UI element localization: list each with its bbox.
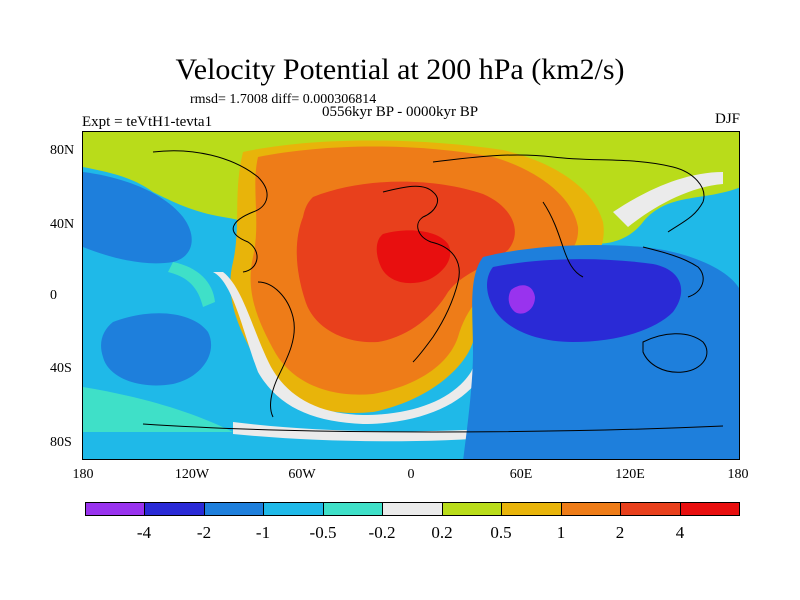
lon-label-180w: 180: [72, 467, 94, 482]
lat-label-40s: 40S: [50, 361, 72, 376]
colorbar-label: 0.5: [490, 523, 512, 542]
field-neutral-pacific: [613, 172, 723, 227]
colorbar-swatch: [502, 503, 562, 515]
field-negative-2: [487, 259, 682, 342]
field-pacific-south-neg: [101, 313, 212, 386]
field-negative-4: [508, 285, 535, 314]
coastlines: [142, 150, 724, 433]
season-label: DJF: [714, 111, 740, 127]
colorbar-label: 1: [556, 523, 566, 542]
colorbar-label: -0.5: [309, 523, 337, 542]
lon-label-120w: 120W: [174, 467, 210, 482]
field-pacific-north-neg: [83, 172, 192, 264]
colorbar-label: 4: [675, 523, 685, 542]
colorbar-swatch: [264, 503, 324, 515]
lat-label-eq: 0: [50, 288, 57, 303]
colorbar: [85, 502, 740, 516]
lon-label-60e: 60E: [509, 467, 533, 482]
lon-label-180e: 180: [727, 467, 749, 482]
map-panel: [82, 131, 740, 460]
lat-label-80n: 80N: [50, 143, 75, 158]
lat-label-80s: 80S: [50, 435, 72, 450]
colorbar-label: -0.2: [368, 523, 396, 542]
velocity-potential-map: [83, 132, 739, 459]
colorbar-label: 0.2: [431, 523, 453, 542]
colorbar-label: -2: [196, 523, 212, 542]
colorbar-swatch: [621, 503, 681, 515]
lon-label-0: 0: [407, 467, 415, 482]
colorbar-swatch: [323, 503, 384, 515]
colorbar-swatch: [561, 503, 622, 515]
colorbar-swatch: [680, 503, 739, 515]
plot-title: Velocity Potential at 200 hPa (km2/s): [175, 53, 625, 86]
lon-label-60w: 60W: [288, 467, 316, 482]
colorbar-label: 2: [615, 523, 625, 542]
colorbar-label: -1: [255, 523, 271, 542]
field-pacific-teal: [168, 262, 215, 307]
colorbar-swatch: [86, 503, 146, 515]
colorbar-swatch: [383, 503, 443, 515]
period-label: 0556kyr BP - 0000kyr BP: [322, 104, 479, 120]
colorbar-swatch: [442, 503, 503, 515]
field-south-teal: [83, 387, 233, 432]
experiment-label: Expt = teVtH1-tevta1: [82, 114, 213, 130]
colorbar-swatch: [145, 503, 205, 515]
colorbar-label: -4: [136, 523, 152, 542]
colorbar-swatch: [204, 503, 265, 515]
lon-label-120e: 120E: [615, 467, 645, 482]
field-positive-4: [376, 230, 451, 284]
lat-label-40n: 40N: [50, 217, 75, 232]
stats-line: rmsd= 1.7008 diff= 0.000306814: [190, 92, 377, 107]
